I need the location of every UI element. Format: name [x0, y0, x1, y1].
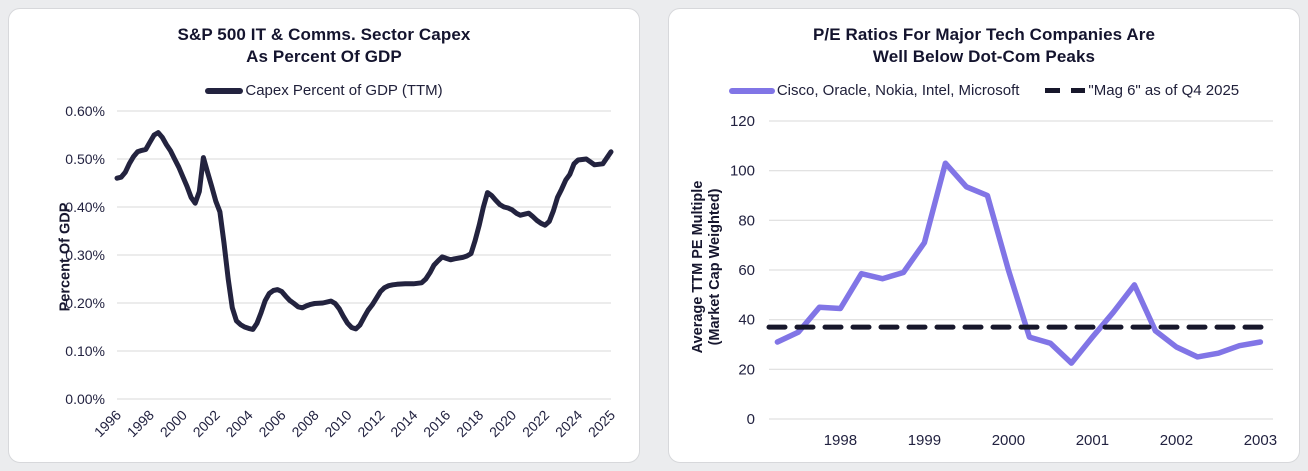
- pe-legend-label-mag6: "Mag 6" as of Q4 2025: [1088, 82, 1240, 99]
- x-tick-label: 1998: [124, 407, 157, 440]
- y-tick-label: 0.20%: [65, 295, 105, 311]
- y-tick-label: 120: [730, 113, 755, 130]
- capex-y-axis-title: Percent Of GDP: [57, 202, 74, 312]
- x-tick-label: 2002: [1160, 432, 1193, 449]
- pe-legend-item-tech: Cisco, Oracle, Nokia, Intel, Microsoft: [728, 82, 1020, 99]
- pe-legend-item-mag6: "Mag 6" as of Q4 2025: [1045, 82, 1239, 99]
- x-tick-label: 2001: [1076, 432, 1109, 449]
- x-tick-label: 2022: [519, 407, 552, 440]
- y-tick-label: 100: [730, 163, 755, 180]
- capex-chart-title-line1: S&P 500 IT & Comms. Sector Capex: [177, 25, 471, 44]
- x-tick-label: 1999: [908, 432, 941, 449]
- capex-legend: Capex Percent of GDP (TTM): [9, 82, 639, 99]
- x-tick-label: 2014: [387, 407, 420, 440]
- y-tick-label: 40: [738, 312, 755, 329]
- capex-line-chart: 0.00% 0.10% 0.20% 0.30% 0.40% 0.50% 0.60% 1996 1…: [65, 103, 618, 440]
- pe-y-axis-title: Average TTM PE Multiple (Market Cap Weig…: [690, 180, 723, 354]
- x-tick-label: 2004: [222, 407, 255, 440]
- capex-chart-title-line2: As Percent Of GDP: [246, 47, 402, 66]
- x-tick-label: 1996: [91, 407, 124, 440]
- x-tick-label: 2003: [1244, 432, 1277, 449]
- x-tick-label: 2012: [354, 407, 387, 440]
- pe-line-chart: 0 20 40 60 80 100 120 1998 1999 2000 2001 2002 2003: [730, 113, 1277, 449]
- y-tick-label: 0: [747, 411, 755, 428]
- tech-pe-line: [774, 160, 1264, 366]
- y-tick-label: 0.50%: [65, 151, 105, 167]
- y-tick-label: 20: [738, 361, 755, 378]
- x-tick-label: 2006: [255, 407, 288, 440]
- x-tick-label: 2016: [420, 407, 453, 440]
- y-tick-label: 80: [738, 212, 755, 229]
- y-tick-label: 0.00%: [65, 391, 105, 407]
- pe-chart-title-line2: Well Below Dot-Com Peaks: [872, 47, 1096, 66]
- capex-legend-line-swatch: [205, 87, 244, 94]
- x-tick-label: 2025: [585, 407, 618, 440]
- capex-chart-title: S&P 500 IT & Comms. Sector Capex As Perc…: [9, 9, 639, 68]
- x-tick-label: 2008: [288, 407, 321, 440]
- y-tick-label: 0.40%: [65, 199, 105, 215]
- x-tick-label: 2024: [552, 407, 585, 440]
- pe-legend: Cisco, Oracle, Nokia, Intel, Microsoft "…: [669, 82, 1299, 99]
- mag6-legend-dash-swatch: [1045, 88, 1086, 93]
- capex-legend-label: Capex Percent of GDP (TTM): [245, 82, 443, 99]
- capex-legend-item: Capex Percent of GDP (TTM): [205, 82, 443, 99]
- x-tick-label: 1998: [824, 432, 857, 449]
- capex-chart-card: S&P 500 IT & Comms. Sector Capex As Perc…: [8, 8, 640, 463]
- pe-chart-title: P/E Ratios For Major Tech Companies Are …: [669, 9, 1299, 68]
- x-tick-label: 2020: [486, 407, 519, 440]
- y-tick-label: 0.30%: [65, 247, 105, 263]
- pe-legend-label-tech: Cisco, Oracle, Nokia, Intel, Microsoft: [776, 82, 1020, 99]
- y-tick-label: 0.10%: [65, 343, 105, 359]
- x-tick-label: 2018: [453, 407, 486, 440]
- x-tick-label: 2010: [321, 407, 354, 440]
- y-tick-label: 60: [738, 262, 755, 279]
- pe-ratio-chart-card: P/E Ratios For Major Tech Companies Are …: [668, 8, 1300, 463]
- pe-legend-line-swatch: [728, 87, 775, 94]
- capex-line: [114, 130, 614, 332]
- x-tick-label: 2000: [992, 432, 1025, 449]
- y-tick-label: 0.60%: [65, 103, 105, 119]
- x-tick-label: 2000: [157, 407, 190, 440]
- x-tick-label: 2002: [190, 407, 223, 440]
- pe-chart-title-line1: P/E Ratios For Major Tech Companies Are: [812, 25, 1156, 44]
